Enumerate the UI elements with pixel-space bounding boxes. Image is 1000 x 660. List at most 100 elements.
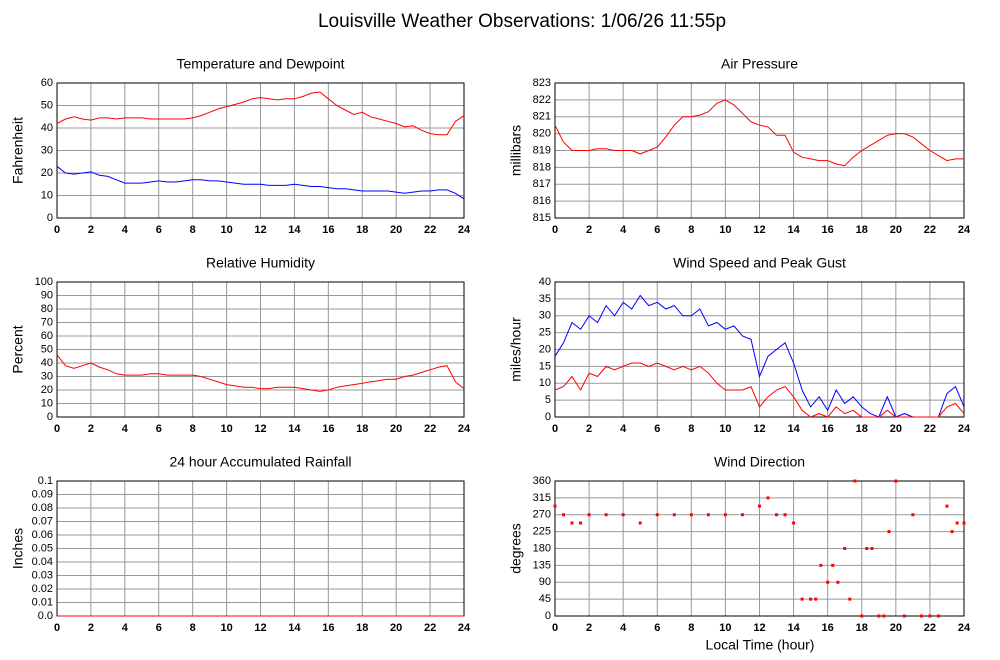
x-tick-label: 18 xyxy=(356,224,368,236)
x-tick-label: 16 xyxy=(322,224,334,236)
x-tick-label: 8 xyxy=(688,423,694,435)
x-tick-label: 20 xyxy=(890,622,902,634)
x-tick-label: 8 xyxy=(190,224,196,236)
data-point xyxy=(887,530,891,534)
y-tick-label: 0.09 xyxy=(32,488,53,500)
x-tick-label: 24 xyxy=(958,423,971,435)
data-point xyxy=(831,563,835,567)
data-point xyxy=(723,513,727,517)
y-tick-label: 0.07 xyxy=(32,515,53,527)
x-tick-label: 12 xyxy=(753,423,765,435)
y-axis-label: degrees xyxy=(508,523,524,574)
x-tick-label: 12 xyxy=(254,224,266,236)
data-point xyxy=(955,521,959,525)
y-tick-label: 0.04 xyxy=(32,556,53,568)
data-point xyxy=(870,547,874,550)
x-tick-label: 16 xyxy=(322,423,334,435)
data-point xyxy=(853,479,857,483)
y-tick-label: 0.03 xyxy=(32,569,53,581)
data-point xyxy=(962,521,966,525)
x-tick-label: 18 xyxy=(856,622,868,634)
data-point xyxy=(843,547,847,550)
x-tick-label: 10 xyxy=(719,622,731,634)
x-tick-label: 22 xyxy=(424,224,436,236)
x-tick-label: 6 xyxy=(156,622,162,634)
y-tick-label: 20 xyxy=(539,343,551,355)
data-point xyxy=(919,614,923,618)
y-tick-label: 0.0 xyxy=(38,610,53,622)
x-tick-label: 16 xyxy=(822,622,834,634)
plot-frame xyxy=(554,480,965,617)
y-tick-label: 45 xyxy=(539,593,551,605)
data-point xyxy=(936,614,940,618)
x-tick-label: 12 xyxy=(254,423,266,435)
data-point xyxy=(877,614,881,618)
x-tick-label: 18 xyxy=(856,224,868,236)
y-tick-label: 30 xyxy=(41,370,53,382)
data-point xyxy=(706,513,710,517)
x-tick-label: 8 xyxy=(190,423,196,435)
chart-title: Wind Speed and Peak Gust xyxy=(673,255,846,271)
y-tick-label: 20 xyxy=(41,167,53,179)
y-tick-label: 60 xyxy=(41,330,53,342)
chart-title: 24 hour Accumulated Rainfall xyxy=(169,454,351,470)
data-point xyxy=(826,580,830,584)
x-tick-label: 20 xyxy=(390,423,402,435)
x-tick-label: 14 xyxy=(288,622,301,634)
x-tick-label: 6 xyxy=(156,423,162,435)
y-tick-label: 10 xyxy=(41,397,53,409)
x-tick-label: 0 xyxy=(552,224,558,236)
plot-frame xyxy=(56,281,465,418)
page-title: Louisville Weather Observations: 1/06/26… xyxy=(318,11,726,32)
x-tick-label: 14 xyxy=(787,423,800,435)
y-tick-label: 90 xyxy=(539,576,551,588)
y-tick-label: 822 xyxy=(533,94,551,106)
data-point xyxy=(945,504,949,508)
y-tick-label: 0.06 xyxy=(32,529,53,541)
y-axis-label: miles/hour xyxy=(508,317,524,382)
data-point xyxy=(553,504,557,508)
y-tick-label: 360 xyxy=(533,475,551,487)
x-tick-label: 8 xyxy=(688,622,694,634)
x-tick-label: 18 xyxy=(356,622,368,634)
chart-title: Temperature and Dewpoint xyxy=(176,56,344,72)
y-tick-label: 25 xyxy=(539,327,551,339)
data-point xyxy=(894,479,898,483)
x-tick-label: 0 xyxy=(54,622,60,634)
x-tick-label: 20 xyxy=(890,224,902,236)
x-tick-label: 14 xyxy=(288,423,301,435)
x-tick-label: 2 xyxy=(88,224,94,236)
data-point xyxy=(621,513,625,517)
x-tick-label: 22 xyxy=(924,622,936,634)
x-tick-label: 6 xyxy=(654,224,660,236)
y-tick-label: 815 xyxy=(533,212,551,224)
x-tick-label: 12 xyxy=(753,224,765,236)
y-tick-label: 0.02 xyxy=(32,583,53,595)
y-tick-label: 40 xyxy=(41,357,53,369)
y-tick-label: 100 xyxy=(35,276,53,288)
y-tick-label: 20 xyxy=(41,384,53,396)
data-point xyxy=(766,496,770,500)
x-tick-label: 18 xyxy=(356,423,368,435)
x-tick-label: 8 xyxy=(190,622,196,634)
x-tick-label: 10 xyxy=(220,423,232,435)
y-tick-label: 0 xyxy=(47,411,53,423)
data-point xyxy=(848,597,852,601)
x-tick-label: 10 xyxy=(719,423,731,435)
x-tick-label: 20 xyxy=(890,423,902,435)
y-tick-label: 819 xyxy=(533,144,551,156)
x-tick-label: 6 xyxy=(156,224,162,236)
x-tick-label: 4 xyxy=(122,622,129,634)
y-tick-label: 90 xyxy=(41,289,53,301)
y-tick-label: 180 xyxy=(533,542,551,554)
y-axis-label: Percent xyxy=(10,325,26,373)
data-point xyxy=(865,547,869,550)
data-point xyxy=(672,513,676,517)
data-point xyxy=(814,597,818,601)
data-point xyxy=(740,513,744,517)
y-tick-label: 0 xyxy=(47,212,53,224)
data-point xyxy=(579,521,583,525)
x-tick-label: 22 xyxy=(924,423,936,435)
y-tick-label: 817 xyxy=(533,178,551,190)
data-point xyxy=(604,513,608,517)
